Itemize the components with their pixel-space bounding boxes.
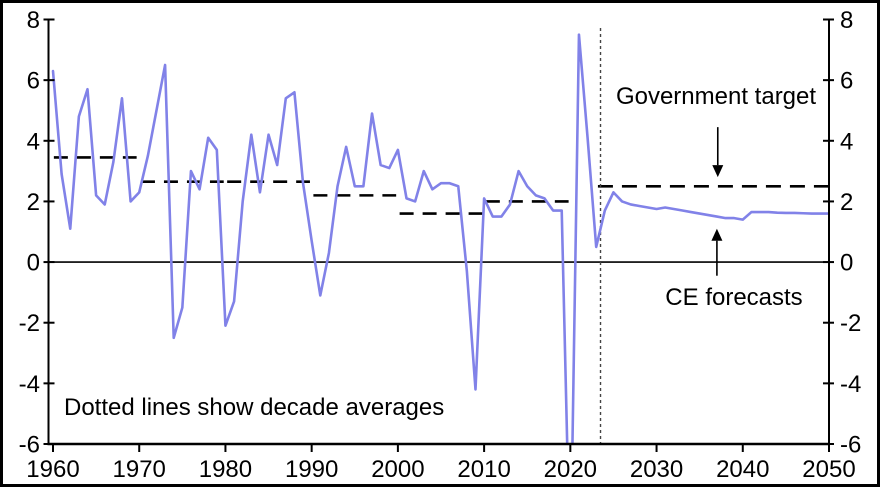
x-tick-label: 2040 [716, 456, 769, 483]
x-tick-label: 1990 [285, 456, 338, 483]
y-tick-label-right: -4 [840, 371, 861, 398]
y-tick-label-right: -6 [840, 432, 861, 459]
y-tick-label-right: 6 [840, 68, 853, 95]
x-tick-label: 2000 [371, 456, 424, 483]
x-tick-label: 1960 [26, 456, 79, 483]
government-target-label: Government target [615, 83, 817, 110]
y-tick-label-left: 6 [27, 68, 40, 95]
y-tick-label-left: 8 [27, 7, 40, 34]
government-target-arrow-head [712, 165, 724, 178]
y-tick-label-left: -4 [19, 371, 40, 398]
y-tick-label-left: 0 [27, 250, 40, 277]
x-tick-label: 2020 [544, 456, 597, 483]
decade-averages-note: Dotted lines show decade averages [64, 394, 445, 421]
y-tick-label-left: 4 [27, 128, 40, 155]
x-tick-label: 1980 [199, 456, 252, 483]
x-tick-label: 2050 [802, 456, 855, 483]
y-tick-label-left: -2 [19, 310, 40, 337]
gdp-growth-line [51, 33, 829, 444]
y-tick-label-right: 0 [840, 250, 853, 277]
y-tick-label-right: -2 [840, 310, 861, 337]
y-tick-label-left: 2 [27, 189, 40, 216]
ce-forecasts-label: CE forecasts [665, 284, 803, 311]
y-tick-label-right: 8 [840, 7, 853, 34]
x-tick-label: 1970 [113, 456, 166, 483]
x-tick-label: 2030 [630, 456, 683, 483]
ce-forecasts-arrow-head [711, 228, 723, 241]
y-tick-label-right: 4 [840, 128, 853, 155]
y-tick-label-left: -6 [19, 432, 40, 459]
y-tick-label-right: 2 [840, 189, 853, 216]
x-tick-label: 2010 [457, 456, 510, 483]
